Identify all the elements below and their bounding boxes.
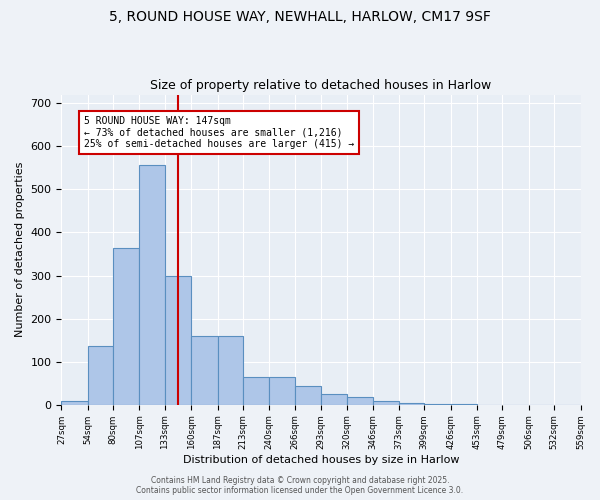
Text: 5, ROUND HOUSE WAY, NEWHALL, HARLOW, CM17 9SF: 5, ROUND HOUSE WAY, NEWHALL, HARLOW, CM1…: [109, 10, 491, 24]
Bar: [165, 276, 191, 405]
Title: Size of property relative to detached houses in Harlow: Size of property relative to detached ho…: [151, 79, 491, 92]
Bar: [321, 394, 347, 405]
Bar: [139, 165, 165, 405]
Bar: [347, 397, 373, 405]
Bar: [373, 400, 399, 405]
Y-axis label: Number of detached properties: Number of detached properties: [15, 162, 25, 338]
Bar: [61, 400, 88, 405]
Bar: [191, 336, 218, 405]
Bar: [88, 346, 113, 405]
X-axis label: Distribution of detached houses by size in Harlow: Distribution of detached houses by size …: [183, 455, 459, 465]
Bar: [424, 404, 451, 405]
Bar: [295, 386, 321, 405]
Bar: [399, 402, 424, 405]
Bar: [113, 248, 139, 405]
Bar: [243, 377, 269, 405]
Bar: [269, 377, 295, 405]
Bar: [218, 336, 243, 405]
Text: Contains HM Land Registry data © Crown copyright and database right 2025.
Contai: Contains HM Land Registry data © Crown c…: [136, 476, 464, 495]
Text: 5 ROUND HOUSE WAY: 147sqm
← 73% of detached houses are smaller (1,216)
25% of se: 5 ROUND HOUSE WAY: 147sqm ← 73% of detac…: [84, 116, 354, 150]
